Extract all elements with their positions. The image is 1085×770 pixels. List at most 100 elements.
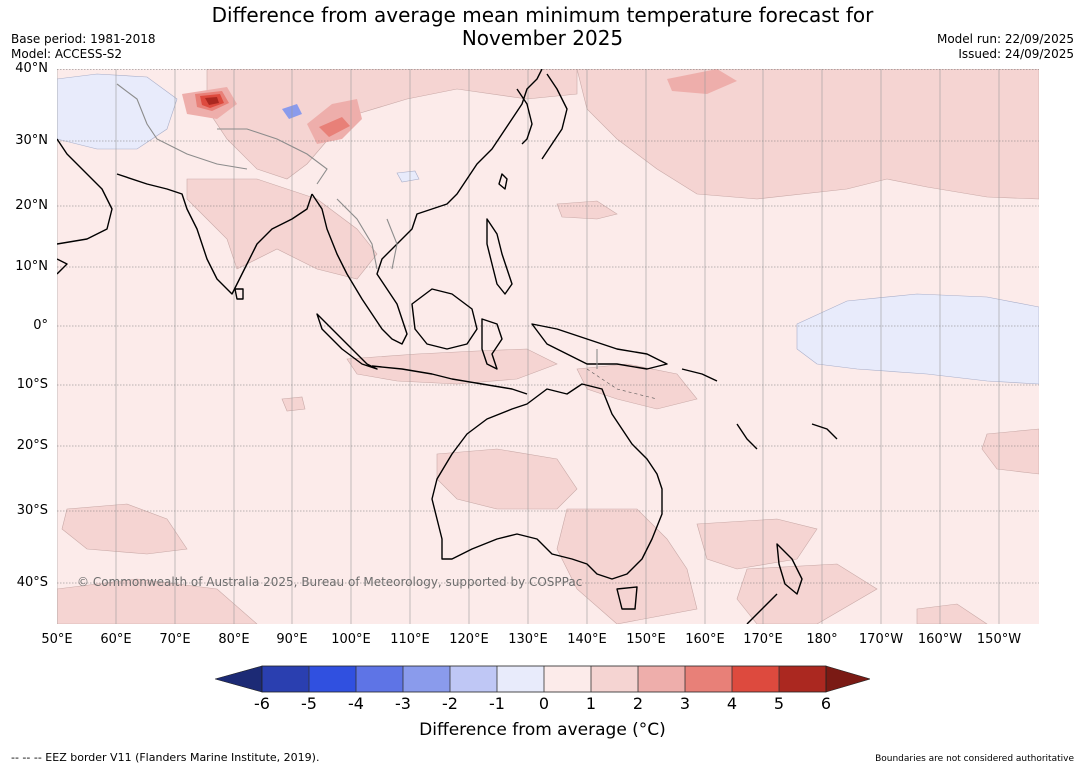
colorbar-seg-0-1 bbox=[544, 666, 591, 692]
lon-label-50e: 50°E bbox=[41, 632, 73, 647]
lon-label-90e: 90°E bbox=[276, 632, 308, 647]
coast-nz-north bbox=[776, 543, 803, 595]
eez-borders bbox=[586, 368, 658, 400]
colorbar-seg-5-6 bbox=[779, 666, 826, 692]
colorbar-tick-6: 6 bbox=[820, 694, 832, 713]
colorbar-tick-3: 3 bbox=[679, 694, 691, 713]
lon-label-120e: 120°E bbox=[449, 632, 489, 647]
coast-new-guinea bbox=[531, 323, 668, 370]
lon-label-70e: 70°E bbox=[159, 632, 191, 647]
lon-label-140e: 140°E bbox=[567, 632, 607, 647]
lat-label-10s: 10°S bbox=[16, 377, 48, 392]
colorbar-arrow-high bbox=[825, 665, 870, 693]
colorbar-tick--3: -3 bbox=[395, 694, 411, 713]
colorbar-dividers bbox=[308, 666, 780, 692]
meta-left: Base period: 1981-2018 Model: ACCESS-S2 bbox=[11, 32, 156, 62]
lat-label-0: 0° bbox=[33, 318, 48, 333]
coast-arabia bbox=[57, 138, 113, 245]
coast-sri-lanka bbox=[234, 288, 244, 300]
colorbar-tick-1: 1 bbox=[585, 694, 597, 713]
title-line-1: Difference from average mean minimum tem… bbox=[211, 3, 874, 27]
lon-label-60e: 60°E bbox=[100, 632, 132, 647]
lon-label-150w: 150°W bbox=[976, 632, 1022, 647]
model-run-label: Model run: 22/09/2025 bbox=[936, 32, 1074, 46]
colorbar-tick--5: -5 bbox=[301, 694, 317, 713]
anomaly-regions-1-2 bbox=[57, 69, 1039, 624]
lat-label-20s: 20°S bbox=[16, 438, 48, 453]
coast-sulawesi bbox=[481, 318, 503, 370]
coast-nz-south bbox=[746, 593, 778, 624]
coast-sumatra bbox=[316, 313, 378, 370]
title-line-2: November 2025 bbox=[461, 26, 624, 50]
colorbar-tick--4: -4 bbox=[348, 694, 364, 713]
lat-label-30n: 30°N bbox=[15, 133, 48, 148]
coast-fiji bbox=[811, 423, 838, 440]
border-myanmar-thailand bbox=[336, 198, 378, 270]
lon-label-80e: 80°E bbox=[218, 632, 250, 647]
colorbar-seg-1-2 bbox=[591, 666, 638, 692]
colorbar-seg-neg5-neg4 bbox=[309, 666, 356, 692]
border-iran-afghanistan bbox=[116, 83, 248, 170]
coast-borneo bbox=[411, 288, 478, 350]
coast-india bbox=[116, 173, 313, 295]
lon-label-150e: 150°E bbox=[626, 632, 666, 647]
anomaly-map: © Commonwealth of Australia 2025, Bureau… bbox=[57, 69, 1039, 624]
graticule-meridians bbox=[57, 69, 1000, 624]
lat-label-30s: 30°S bbox=[16, 503, 48, 518]
issued-label: Issued: 24/09/2025 bbox=[958, 47, 1074, 61]
colorbar-title: Difference from average (°C) bbox=[419, 720, 666, 740]
coast-australia bbox=[431, 383, 663, 580]
colorbar-seg-4-5 bbox=[732, 666, 779, 692]
model-label: Model: ACCESS-S2 bbox=[11, 47, 123, 61]
lon-label-100e: 100°E bbox=[331, 632, 371, 647]
lon-label-130e: 130°E bbox=[508, 632, 548, 647]
colorbar-tick-0: 0 bbox=[538, 694, 550, 713]
coast-java bbox=[371, 365, 528, 395]
anomaly-regions-5-6 bbox=[205, 97, 219, 105]
colorbar-tick--6: -6 bbox=[254, 694, 270, 713]
colorbar-seg-neg4-neg3 bbox=[356, 666, 403, 692]
colorbar-seg-2-3 bbox=[638, 666, 685, 692]
colorbar-seg-neg2-neg1 bbox=[450, 666, 497, 692]
colorbar-tick-4: 4 bbox=[726, 694, 738, 713]
lon-label-170w: 170°W bbox=[858, 632, 904, 647]
country-borders bbox=[116, 83, 598, 369]
coast-taiwan bbox=[498, 173, 508, 190]
anomaly-regions-neg1-0 bbox=[57, 73, 1039, 385]
lat-label-10n: 10°N bbox=[15, 259, 48, 274]
border-himalaya bbox=[217, 128, 328, 185]
colorbar-tick--1: -1 bbox=[489, 694, 505, 713]
coast-philippines bbox=[486, 218, 513, 295]
lon-label-180: 180° bbox=[806, 632, 838, 647]
lon-label-170e: 170°E bbox=[743, 632, 783, 647]
colorbar-tick-2: 2 bbox=[632, 694, 644, 713]
lon-label-160e: 160°E bbox=[685, 632, 725, 647]
colorbar-seg-3-4 bbox=[685, 666, 732, 692]
coast-korea bbox=[516, 88, 533, 145]
lon-label-110e: 110°E bbox=[390, 632, 430, 647]
border-laos-vietnam bbox=[386, 218, 398, 270]
colorbar bbox=[215, 665, 870, 693]
lat-label-40n: 40°N bbox=[15, 61, 48, 76]
colorbar-seg-neg1-0 bbox=[497, 666, 544, 692]
eez-note: -- -- -- EEZ border V11 (Flanders Marine… bbox=[11, 751, 320, 764]
colorbar-tick--2: -2 bbox=[442, 694, 458, 713]
colorbar-tick-5: 5 bbox=[773, 694, 785, 713]
coast-somalia bbox=[57, 258, 68, 275]
lat-label-20n: 20°N bbox=[15, 198, 48, 213]
copyright-notice: © Commonwealth of Australia 2025, Bureau… bbox=[77, 575, 582, 589]
meta-right: Model run: 22/09/2025 Issued: 24/09/2025 bbox=[937, 32, 1074, 62]
lon-label-160w: 160°W bbox=[917, 632, 963, 647]
coast-solomon bbox=[681, 368, 718, 382]
lat-label-40s: 40°S bbox=[16, 575, 48, 590]
boundaries-note: Boundaries are not considered authoritat… bbox=[875, 754, 1074, 764]
coast-se-asia bbox=[311, 69, 543, 345]
base-period-label: Base period: 1981-2018 bbox=[11, 32, 156, 46]
colorbar-arrow-low bbox=[215, 665, 263, 693]
colorbar-seg-neg6-neg5 bbox=[262, 666, 309, 692]
map-title: Difference from average mean minimum tem… bbox=[0, 4, 1085, 50]
coastlines bbox=[57, 69, 838, 624]
coast-tasmania bbox=[616, 586, 638, 610]
coast-vanuatu bbox=[736, 423, 758, 450]
coast-japan bbox=[541, 73, 568, 160]
